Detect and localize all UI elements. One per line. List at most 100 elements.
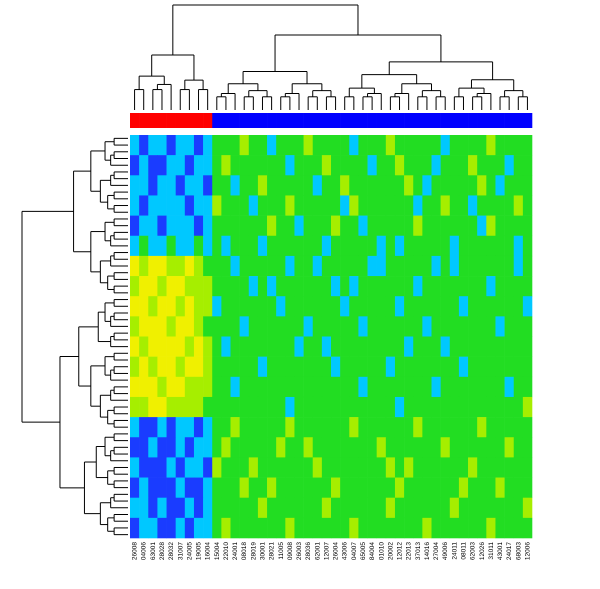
column-label: 15004 [214, 542, 221, 560]
heatmap-cell [257, 437, 268, 458]
heatmap-cell [349, 235, 359, 257]
column-label: 84004 [369, 542, 376, 560]
heatmap-cell [148, 356, 158, 378]
heatmap-cell [130, 437, 140, 458]
heatmap-cell [321, 376, 332, 398]
heatmap-cell [312, 215, 323, 237]
heatmap-cell [130, 477, 140, 498]
heatmap-cell [504, 195, 515, 216]
heatmap-cell [376, 497, 387, 519]
heatmap-cell [394, 396, 405, 418]
heatmap-cell [148, 396, 158, 418]
group-bar [193, 113, 204, 128]
heatmap-cell [385, 195, 396, 216]
heatmap-cell [239, 155, 250, 176]
heatmap-cell [203, 457, 213, 478]
column-label: 26003 [296, 542, 303, 560]
heatmap-cell [139, 457, 149, 478]
heatmap-cell [321, 517, 332, 539]
heatmap-cell [331, 517, 341, 539]
heatmap-cell [367, 215, 377, 237]
heatmap-cell [440, 215, 451, 237]
heatmap-cell [157, 235, 167, 257]
heatmap-cell [513, 497, 524, 519]
heatmap-cell [267, 155, 277, 176]
heatmap-cell [358, 437, 368, 458]
heatmap-cell [285, 155, 295, 176]
heatmap-cell [267, 135, 277, 156]
group-bar [486, 113, 496, 128]
heatmap-cell [248, 296, 259, 317]
heatmap-cell [340, 175, 350, 196]
heatmap-cell [349, 155, 359, 176]
heatmap-cell [367, 497, 377, 519]
group-bar [175, 113, 186, 128]
heatmap-cell [212, 316, 222, 337]
heatmap-cell [321, 396, 332, 418]
column-label: 22013 [406, 542, 413, 560]
heatmap-cell [203, 215, 213, 237]
heatmap-cell [495, 437, 505, 458]
heatmap-cell [431, 215, 441, 237]
heatmap-cell [331, 396, 341, 418]
heatmap-cell [303, 497, 314, 519]
heatmap-cell [431, 517, 441, 539]
heatmap-cell [203, 376, 213, 398]
heatmap-cell [166, 336, 176, 357]
heatmap-cell [230, 437, 240, 458]
group-bar [184, 113, 195, 128]
heatmap-cell [404, 135, 414, 156]
heatmap-cell [504, 356, 515, 378]
heatmap-cell [276, 356, 286, 378]
heatmap-cell [184, 356, 195, 378]
heatmap-cell [166, 517, 176, 539]
heatmap-cell [394, 477, 405, 498]
heatmap-cell [321, 255, 332, 277]
column-label: 62003 [470, 542, 477, 560]
heatmap-cell [239, 437, 250, 458]
heatmap-cell [468, 155, 478, 176]
heatmap-cell [522, 356, 533, 378]
heatmap-cell [486, 255, 496, 277]
heatmap-cell [449, 517, 460, 539]
heatmap-cell [477, 135, 487, 156]
heatmap-cell [221, 437, 231, 458]
heatmap-cell [340, 497, 350, 519]
heatmap-cell [431, 497, 441, 519]
heatmap-cell [166, 316, 176, 337]
heatmap-cell [367, 276, 377, 297]
group-bar [148, 113, 158, 128]
heatmap-cell [331, 195, 341, 216]
heatmap-cell [285, 175, 295, 196]
heatmap-cell [193, 135, 204, 156]
heatmap-cell [276, 135, 286, 156]
heatmap-cell [449, 316, 460, 337]
heatmap-cell [212, 276, 222, 297]
heatmap-cell [303, 517, 314, 539]
heatmap-cell [477, 255, 487, 277]
heatmap-cell [513, 175, 524, 196]
heatmap-cell [404, 396, 414, 418]
heatmap-cell [221, 417, 231, 438]
heatmap-cell [230, 417, 240, 438]
heatmap-cell [486, 477, 496, 498]
heatmap-cell [285, 336, 295, 357]
heatmap-cell [267, 195, 277, 216]
heatmap-cell [248, 417, 259, 438]
heatmap-cell [522, 336, 533, 357]
heatmap-cell [340, 437, 350, 458]
heatmap-cell [422, 255, 432, 277]
heatmap-cell [285, 235, 295, 257]
heatmap-cell [394, 276, 405, 297]
heatmap-cell [394, 215, 405, 237]
heatmap-cell [376, 396, 387, 418]
heatmap-cell [422, 155, 432, 176]
heatmap-cell [239, 336, 250, 357]
heatmap-cell [477, 457, 487, 478]
heatmap-cell [431, 155, 441, 176]
heatmap-cell [513, 215, 524, 237]
heatmap-cell [157, 255, 167, 277]
heatmap-cell [248, 457, 259, 478]
heatmap-cell [276, 517, 286, 539]
heatmap-cell [166, 195, 176, 216]
